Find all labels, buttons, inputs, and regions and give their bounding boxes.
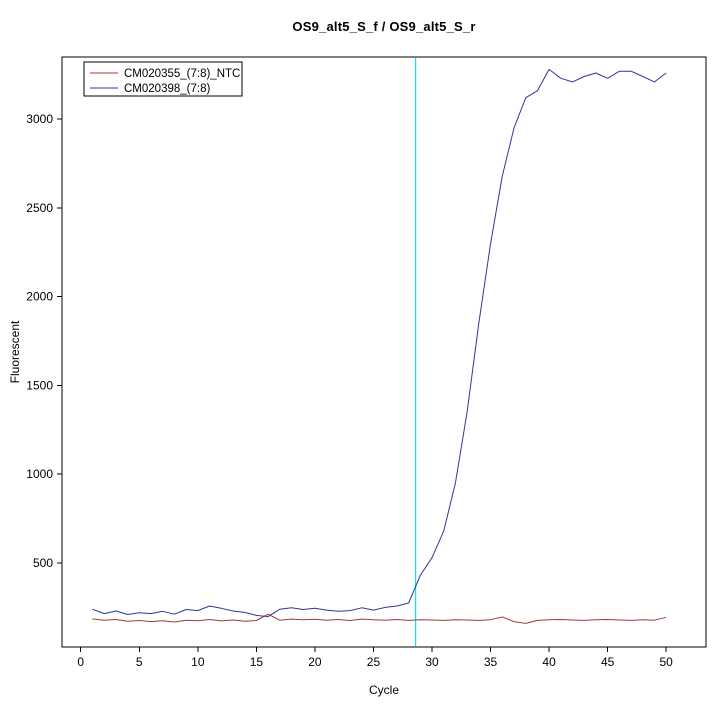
x-tick-label: 10 (191, 655, 205, 669)
series-line-1 (92, 68, 667, 618)
y-tick-label: 3000 (26, 112, 53, 126)
x-tick-label: 35 (484, 655, 498, 669)
x-tick-label: 25 (367, 655, 381, 669)
x-axis-label: Cycle (368, 683, 399, 697)
y-tick-label: 2000 (26, 290, 53, 304)
legend-label-0: CM020355_(7:8)_NTC (124, 68, 240, 80)
x-tick-label: 20 (308, 655, 322, 669)
y-tick-label: 1500 (26, 378, 53, 392)
chart-title: OS9_alt5_S_f / OS9_alt5_S_r (292, 19, 476, 34)
x-tick-label: 40 (542, 655, 556, 669)
series-line-0 (92, 613, 667, 624)
x-tick-label: 15 (250, 655, 264, 669)
x-tick-label: 30 (425, 655, 439, 669)
x-tick-label: 5 (136, 655, 143, 669)
x-tick-label: 50 (660, 655, 674, 669)
y-tick-label: 2500 (26, 201, 53, 215)
x-tick-label: 45 (601, 655, 615, 669)
legend-box (83, 61, 243, 97)
x-tick-label: 0 (77, 655, 84, 669)
y-tick-label: 500 (33, 556, 53, 570)
y-tick-label: 1000 (26, 467, 53, 481)
legend-label-1: CM020398_(7:8) (124, 83, 210, 95)
plot-border (61, 56, 707, 648)
